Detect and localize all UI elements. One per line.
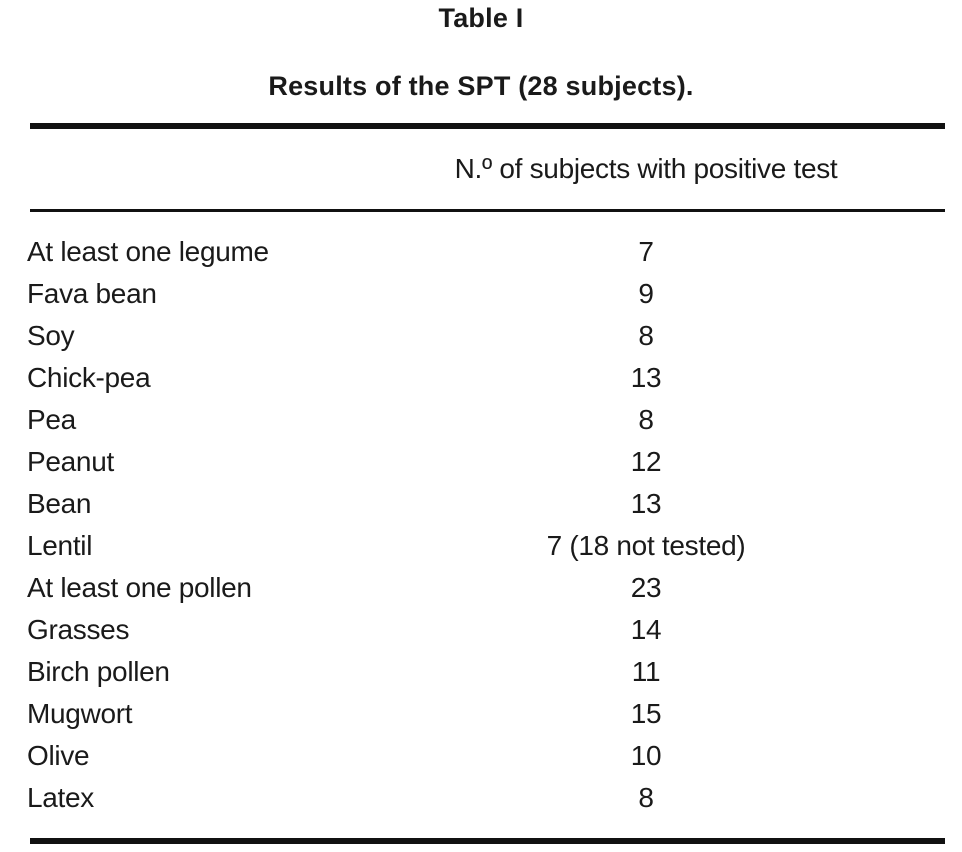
table-subtitle: Results of the SPT (28 subjects). <box>268 71 694 101</box>
table-row: Latex 8 <box>27 777 935 819</box>
table-row: At least one legume 7 <box>27 231 935 273</box>
table-header-row: N.º of subjects with positive test <box>27 129 935 209</box>
column-header: N.º of subjects with positive test <box>454 153 838 184</box>
row-value: 8 <box>638 782 654 813</box>
row-label: Birch pollen <box>27 656 170 687</box>
table-row: Lentil 7 (18 not tested) <box>27 525 935 567</box>
row-value: 23 <box>630 572 662 603</box>
row-value: 11 <box>631 656 661 687</box>
row-label: Chick-pea <box>27 362 151 393</box>
row-label: Bean <box>27 488 92 519</box>
row-value: 8 <box>638 320 654 351</box>
table-row: Pea 8 <box>27 399 935 441</box>
table-row: Birch pollen 11 <box>27 651 935 693</box>
row-label: Pea <box>27 404 76 435</box>
row-label: At least one pollen <box>27 572 252 603</box>
table-row: Bean 13 <box>27 483 935 525</box>
table-row: Peanut 12 <box>27 441 935 483</box>
row-value: 9 <box>638 278 654 309</box>
row-value: 12 <box>630 446 662 477</box>
table-row: Soy 8 <box>27 315 935 357</box>
row-value: 8 <box>638 404 654 435</box>
table-row: Olive 10 <box>27 735 935 777</box>
row-value: 13 <box>630 488 662 519</box>
bottom-rule <box>30 838 945 844</box>
row-label: Peanut <box>27 446 114 477</box>
table-row: Grasses 14 <box>27 609 935 651</box>
row-label: Soy <box>27 320 75 351</box>
row-value: 7 <box>638 236 654 267</box>
header-rule <box>30 209 945 212</box>
row-label: Latex <box>27 782 94 813</box>
row-label: At least one legume <box>27 236 269 267</box>
table-row: Fava bean 9 <box>27 273 935 315</box>
row-label: Lentil <box>27 530 93 561</box>
row-value: 15 <box>630 698 662 729</box>
row-value: 13 <box>630 362 662 393</box>
row-value: 14 <box>630 614 662 645</box>
table-body: At least one legume 7 Fava bean 9 Soy 8 … <box>0 212 962 819</box>
top-rule <box>30 123 945 129</box>
table-row: Mugwort 15 <box>27 693 935 735</box>
row-label: Olive <box>27 740 90 771</box>
table-row: Chick-pea 13 <box>27 357 935 399</box>
row-value: 7 (18 not tested) <box>546 530 746 561</box>
table-title: Table I <box>438 3 524 33</box>
table-row: At least one pollen 23 <box>27 567 935 609</box>
row-label: Grasses <box>27 614 130 645</box>
row-label: Fava bean <box>27 278 157 309</box>
row-value: 10 <box>630 740 662 771</box>
row-label: Mugwort <box>27 698 133 729</box>
